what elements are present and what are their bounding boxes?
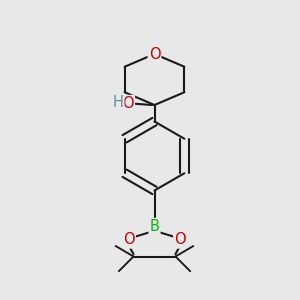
Text: O: O bbox=[174, 232, 186, 247]
Text: O: O bbox=[122, 96, 134, 111]
Text: O: O bbox=[149, 46, 160, 62]
Text: O: O bbox=[123, 232, 135, 247]
Text: B: B bbox=[150, 219, 159, 234]
Text: H: H bbox=[112, 95, 123, 110]
